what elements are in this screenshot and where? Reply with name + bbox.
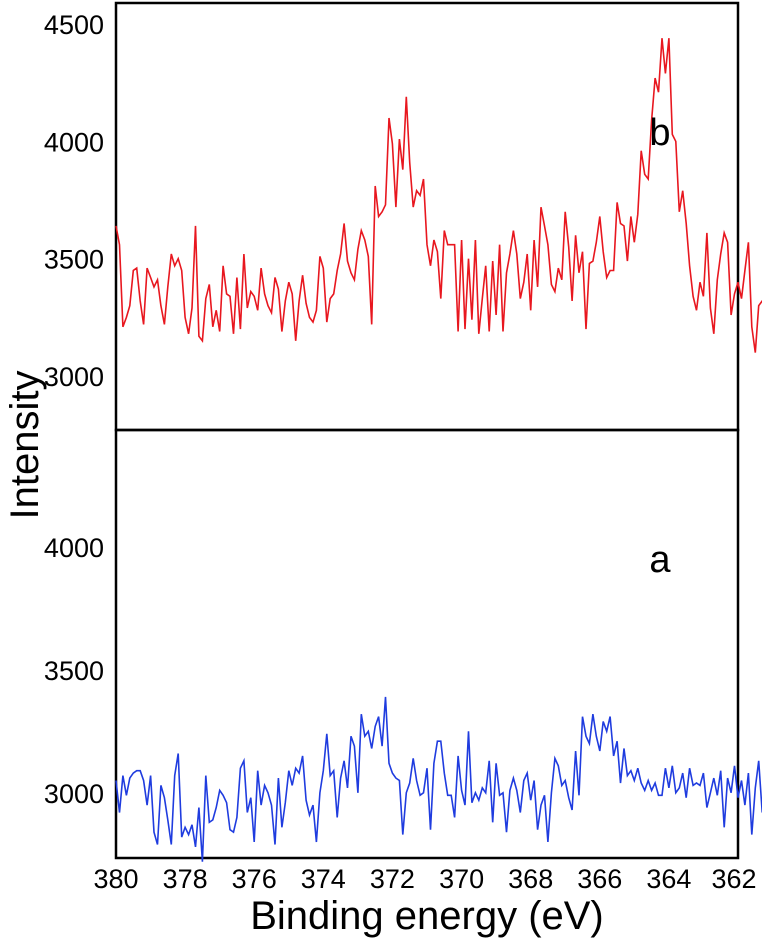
y-tick-label-a: 3000 [44,779,104,809]
series-b-line [115,38,762,353]
panel-label-b: b [649,112,670,154]
x-tick-label: 374 [301,864,346,894]
y-tick-label-b: 3500 [44,245,104,275]
panel-label-a: a [649,539,671,581]
x-tick-label: 378 [163,864,208,894]
y-tick-label-b: 3000 [44,362,104,392]
panel-b-frame [114,1,740,432]
x-axis-title: Binding energy (eV) [250,894,604,938]
x-tick-label: 380 [93,864,138,894]
series-a-line [115,696,762,862]
x-tick-label: 376 [232,864,277,894]
y-tick-label-b: 4000 [44,127,104,157]
x-tick-label: 370 [439,864,484,894]
y-tick-label-a: 3500 [44,656,104,686]
x-tick-label: 372 [370,864,415,894]
panel-a-frame [114,428,740,860]
x-tick-label: 364 [646,864,691,894]
x-tick-label: 366 [577,864,622,894]
x-tick-label: 368 [508,864,553,894]
y-axis-title: Intensity [3,371,47,520]
y-tick-label-b: 4500 [44,10,104,40]
x-tick-label: 362 [711,864,756,894]
y-tick-label-a: 4000 [44,533,104,563]
